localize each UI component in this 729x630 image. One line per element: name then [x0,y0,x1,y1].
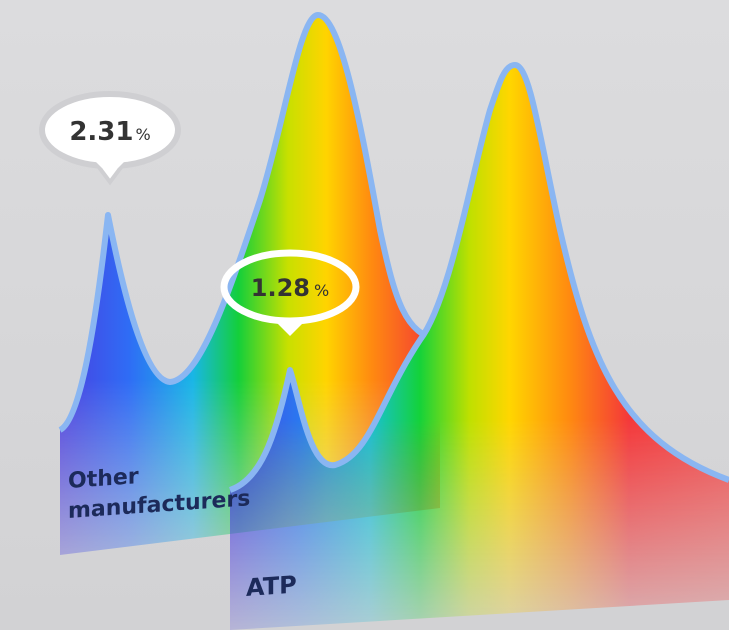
front-label: ATP [246,570,297,602]
callout-value: 1.28 [251,274,310,302]
callout-unit: % [314,281,329,300]
callout-value: 2.31 [69,117,133,147]
label-line: Other [68,464,139,494]
callout-unit: % [135,125,150,144]
illustration: Other manufacturers ATP 2.31% 1.28% [0,0,729,630]
page: Other manufacturers ATP 2.31% 1.28% (() … [0,0,729,630]
label-line: ATP [246,570,297,602]
